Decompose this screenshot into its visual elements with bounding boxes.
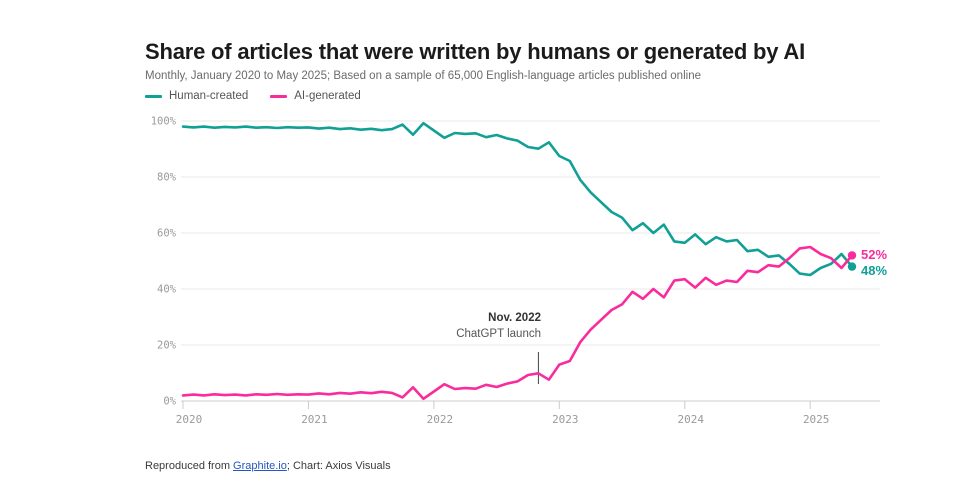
svg-text:2022: 2022 [427,413,454,426]
graphite-link[interactable]: Graphite.io [233,460,287,472]
legend-item-human: Human-created [145,90,248,102]
source-note: Reproduced from Graphite.io; Chart: Axio… [145,460,391,472]
annotation-text: ChatGPT launch [456,327,541,340]
svg-text:2025: 2025 [803,413,830,426]
human-end-value-label: 48% [861,262,888,278]
source-prefix: Reproduced from [145,460,234,472]
svg-text:60%: 60% [157,228,177,240]
chart-title: Share of articles that were written by h… [145,38,806,64]
chatgpt-launch-annotation: Nov. 2022 ChatGPT launch [456,311,541,342]
svg-text:2024: 2024 [678,413,705,426]
svg-text:100%: 100% [151,116,177,128]
chart-subtitle: Monthly, January 2020 to May 2025; Based… [145,69,701,82]
svg-text:2021: 2021 [301,413,328,426]
svg-text:2020: 2020 [176,413,203,426]
legend: Human-created AI-generated [145,90,361,102]
ai-line-swatch [270,94,288,98]
annotation-date: Nov. 2022 [488,312,541,324]
svg-text:40%: 40% [157,284,177,296]
svg-text:0%: 0% [163,396,176,408]
source-suffix: ; Chart: Axios Visuals [286,460,391,472]
ai-end-value-label: 52% [861,247,888,263]
svg-text:20%: 20% [157,340,177,352]
svg-text:80%: 80% [157,172,177,184]
legend-label-ai: AI-generated [294,90,361,102]
svg-text:2023: 2023 [552,413,579,426]
legend-label-human: Human-created [169,90,249,102]
legend-item-ai: AI-generated [270,90,361,102]
human-line-swatch [145,94,162,98]
